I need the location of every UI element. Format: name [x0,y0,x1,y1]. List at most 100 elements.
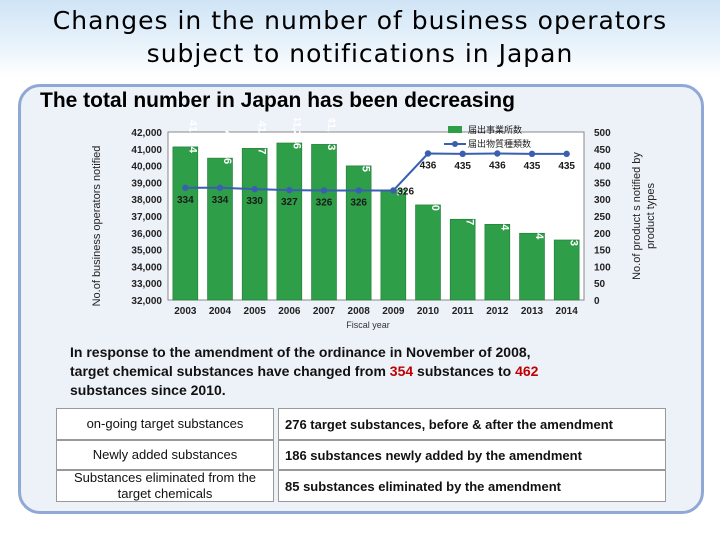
line-point [182,184,189,191]
line-point [251,185,258,193]
left-tick-label: 33,000 [131,279,162,290]
legend-label-bars: 届出事業所数 [468,124,522,136]
right-tick-label: 250 [594,212,611,223]
table-row: Newly added substances 186 substances ne… [56,440,666,470]
bar [449,218,476,301]
right-tick-label: 400 [594,162,611,173]
bar [415,204,441,301]
bar [207,157,233,301]
bar-value-label: 37,660 [429,177,441,211]
table-row-label: on-going target substances [56,408,274,440]
x-tick-label: 2010 [417,306,440,317]
left-tick-label: 34,000 [131,262,162,273]
line-point [494,150,501,157]
bar [311,144,337,301]
line-value-label: 326 [350,197,367,208]
table-row-label: Newly added substances [56,440,274,470]
table-row: on-going target substances 276 target su… [56,408,666,440]
line-value-label: 326 [316,197,333,208]
x-tick-label: 2006 [278,306,301,317]
x-tick-label: 2014 [556,306,579,317]
x-tick-label: 2003 [174,306,197,317]
left-tick-label: 38,000 [131,195,162,206]
bar [345,165,372,301]
bar [484,224,511,301]
bar-value-label: 41,263 [325,118,337,150]
line-value-label: 436 [489,161,506,172]
line-point [424,150,432,157]
from-count: 354 [389,363,414,379]
bar [519,232,545,301]
legend-label-line: 届出物質種類数 [468,138,531,150]
bar [553,239,580,301]
title-band [0,0,720,76]
table-row: Substances eliminated from the target ch… [56,470,666,502]
right-tick-label: 0 [594,296,600,307]
line-point [563,150,570,158]
line-value-label: 334 [177,195,194,206]
bar-value-label: 41,114 [186,120,198,154]
x-axis-title: Fiscal year [346,320,390,330]
bar-value-label: 41,346 [290,118,302,149]
bar-value-label: 39,985 [360,138,372,172]
line-value-label: 435 [558,161,575,172]
left-tick-label: 40,000 [131,162,162,173]
line-point [355,187,362,194]
line-value-label: 435 [524,161,541,172]
plot-frame [167,131,585,301]
line-value-label: 326 [397,186,414,197]
chart-area: 42,000 41,000 40,000 39,000 38,000 37,000 36,0… [78,115,668,338]
line-value-label: 435 [454,161,471,172]
bar-value-label: 41,027 [256,121,268,155]
right-tick-label: 150 [594,246,611,257]
x-tick-label: 2009 [382,306,405,317]
table-row-value: 85 substances eliminated by the amendmen… [278,470,666,502]
bar-value-label: 36,504 [498,197,510,232]
description: In response to the amendment of the ordi… [70,343,690,400]
table-row-value: 276 target substances, before & after th… [278,408,666,440]
x-tick-label: 2005 [244,306,267,317]
right-tick-label: 450 [594,145,611,156]
bar-value-label: 35,573 [568,212,580,246]
combo-chart: 42,000 41,000 40,000 39,000 38,000 37,000 36,0… [91,115,657,330]
bar-value-label: 35,974 [533,206,545,241]
left-tick-label: 39,000 [131,178,162,189]
table-row-label: Substances eliminated from the target ch… [56,470,274,502]
right-tick-label: 100 [594,262,611,273]
left-tick-label: 35,000 [131,246,162,257]
left-tick-label: 41,000 [131,145,162,156]
left-tick-label: 37,000 [131,212,162,223]
right-tick-label: 200 [594,229,611,240]
line-point [286,186,293,194]
x-tick-label: 2004 [209,306,232,317]
line-value-label: 334 [212,195,229,206]
left-tick-label: 32,000 [131,296,162,307]
right-tick-label: 300 [594,195,611,206]
right-axis-title: product types [645,182,657,249]
description-line2b: substances to [413,363,516,379]
chart-subtitle: The total number in Japan has been decre… [40,89,515,112]
x-tick-label: 2011 [452,306,474,317]
line-point [216,184,224,191]
line-point [528,150,536,158]
description-line1: In response to the amendment of the ordi… [70,344,531,360]
right-tick-label: 350 [594,178,611,189]
legend-swatch-point [452,141,458,147]
bar [172,146,199,301]
bar-value-label: 36,807 [464,192,476,226]
bar [276,142,303,301]
line-value-label: 327 [281,197,298,208]
line-point [390,187,397,194]
line-series [185,152,567,192]
left-tick-label: 42,000 [131,128,162,139]
bar [380,189,407,301]
description-line2a: target chemical substances have changed … [70,363,390,379]
bar-value-label: 40,446 [221,130,233,164]
x-tick-label: 2013 [521,306,544,317]
bar [241,148,268,301]
left-axis-title: No.of business operators notified [91,146,103,307]
legend-swatch-bars [448,126,462,133]
x-tick-label: 2008 [348,306,371,317]
left-tick-label: 36,000 [131,229,162,240]
x-tick-label: 2012 [486,306,509,317]
